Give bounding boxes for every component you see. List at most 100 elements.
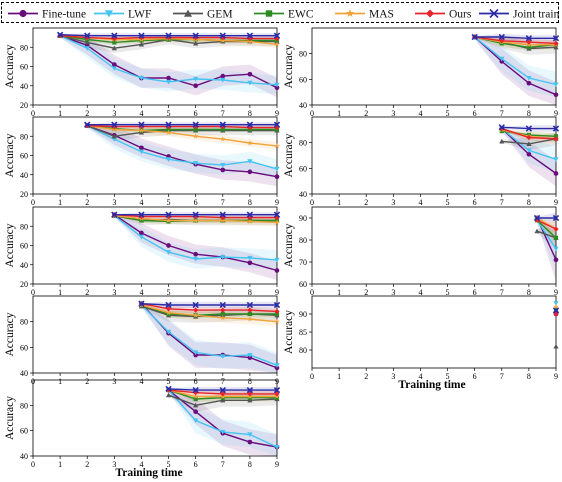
point-joint-train-stroke-b: [552, 214, 560, 222]
x-tick-label: 3: [112, 109, 116, 118]
point-fine-tune: [220, 73, 226, 79]
point-joint-train-stroke-b: [165, 211, 172, 218]
y-tick-label: 80: [20, 132, 28, 141]
x-tick-label: 2: [85, 109, 89, 118]
point-ewc: [526, 45, 531, 50]
legend-marker-joint-train-stroke-b: [489, 8, 499, 19]
x-tick-label: 7: [221, 288, 225, 297]
point-mas: [192, 312, 199, 318]
point-joint-train-stroke-b: [84, 121, 91, 128]
legend-marker-gem: [184, 9, 192, 17]
x-tick-label: 7: [221, 460, 225, 469]
x-tick-label: 5: [167, 377, 171, 386]
point-mas: [247, 140, 253, 146]
point-fine-tune: [111, 62, 117, 67]
x-tick-label: 7: [500, 198, 504, 207]
x-tick-label: 9: [275, 198, 279, 207]
point-joint-train: [246, 211, 254, 218]
x-tick-label: 0: [310, 109, 314, 118]
x-tick-label: 4: [418, 198, 422, 207]
point-joint-train: [111, 32, 118, 39]
x-tick-label: 8: [248, 109, 252, 118]
series-line-ewc: [87, 125, 277, 132]
point-joint-train-stroke-b: [246, 211, 254, 218]
x-tick-label: 5: [167, 109, 171, 118]
panel-8: 0 1 2 3 4 5 6 7 8 9 80 85 90 Accuracy: [283, 295, 560, 381]
point-joint-train: [552, 35, 560, 42]
panel-1: 0 1 2 3 4 5 6 7 8 9 20 40 60 80 Accuracy: [4, 27, 281, 118]
y-axis-title: Accuracy: [4, 396, 16, 440]
x-tick-label: 9: [554, 198, 558, 207]
panel-5: 0 1 2 3 4 5 6 7 8 9 20 40 60 80 Accuracy: [4, 206, 281, 297]
y-tick-label: 80: [299, 50, 307, 59]
point-joint-train: [552, 125, 560, 132]
legend-label-ewc: EWC: [288, 9, 314, 21]
y-tick-label: 40: [20, 171, 28, 180]
point-mas: [111, 126, 118, 132]
x-tick-label: 3: [112, 377, 116, 386]
x-tick-label: 6: [473, 198, 477, 207]
point-joint-train-stroke-b: [552, 125, 560, 132]
x-tick-label: 4: [139, 377, 143, 386]
x-tick-label: 7: [221, 109, 225, 118]
y-tick-label: 40: [20, 452, 28, 461]
point-mas: [274, 41, 280, 47]
point-ours: [247, 391, 253, 397]
point-gem: [553, 343, 559, 349]
y-tick-label: 80: [299, 346, 307, 355]
series-line-ours: [536, 219, 557, 230]
x-tick-label: 3: [391, 198, 395, 207]
point-mas: [220, 217, 226, 223]
point-fine-tune: [274, 174, 280, 180]
point-fine-tune: [274, 85, 280, 91]
point-lwf: [84, 46, 90, 51]
point-lwf: [193, 418, 199, 424]
point-lwf: [526, 148, 532, 153]
x-tick-label: 8: [248, 377, 252, 386]
x-tick-label: 7: [500, 372, 504, 381]
point-fine-tune: [553, 257, 559, 263]
point-joint-train-stroke-b: [219, 121, 226, 128]
series-line-lwf: [474, 36, 557, 86]
x-tick-label: 0: [31, 288, 35, 297]
band-lwf: [474, 34, 556, 98]
point-joint-train-stroke-b: [138, 211, 145, 218]
x-tick-label: 0: [31, 109, 35, 118]
point-joint-train: [192, 211, 199, 218]
point-joint-train: [165, 301, 172, 309]
point-ours: [220, 391, 226, 397]
point-joint-train-stroke-b: [192, 301, 199, 309]
x-tick-label: 9: [554, 109, 558, 118]
point-joint-train: [246, 386, 254, 394]
x-tick-label: 5: [167, 288, 171, 297]
panel-3: 0 1 2 3 4 5 6 7 8 9 20 40 60 80 Accuracy: [4, 116, 281, 207]
point-joint-train-stroke-b: [84, 32, 91, 39]
x-tick-label: 7: [500, 288, 504, 297]
x-tick-label: 0: [310, 198, 314, 207]
x-tick-label: 7: [221, 377, 225, 386]
point-ewc: [220, 127, 225, 132]
legend-marker-ewc: [265, 10, 273, 17]
point-joint-train-stroke-b: [138, 121, 145, 128]
point-mas: [247, 316, 253, 322]
point-ewc: [166, 127, 171, 132]
point-ewc: [220, 395, 225, 400]
point-lwf: [165, 329, 172, 335]
point-ewc: [247, 311, 252, 317]
point-joint-train-stroke-b: [471, 33, 478, 41]
panel-2: 0 1 2 3 4 5 6 7 8 9 40 60 80 Accuracy: [283, 27, 560, 118]
legend-marker-fine-tune: [19, 9, 27, 18]
x-tick-label: 3: [391, 372, 395, 381]
point-ewc: [193, 396, 198, 402]
point-fine-tune: [274, 268, 280, 273]
y-axis-title: Accuracy: [4, 223, 16, 267]
x-tick-label: 8: [248, 198, 252, 207]
band-fine-tune: [114, 212, 277, 281]
x-tick-label: 9: [554, 372, 558, 381]
point-ours: [553, 40, 559, 46]
y-tick-label: 80: [299, 236, 307, 245]
point-lwf: [247, 255, 253, 261]
point-gem: [193, 40, 199, 46]
point-joint-train: [273, 121, 281, 128]
legend-graphic: Fine-tune LWF GEM EWC MAS Ours Joint train: [8, 8, 560, 21]
